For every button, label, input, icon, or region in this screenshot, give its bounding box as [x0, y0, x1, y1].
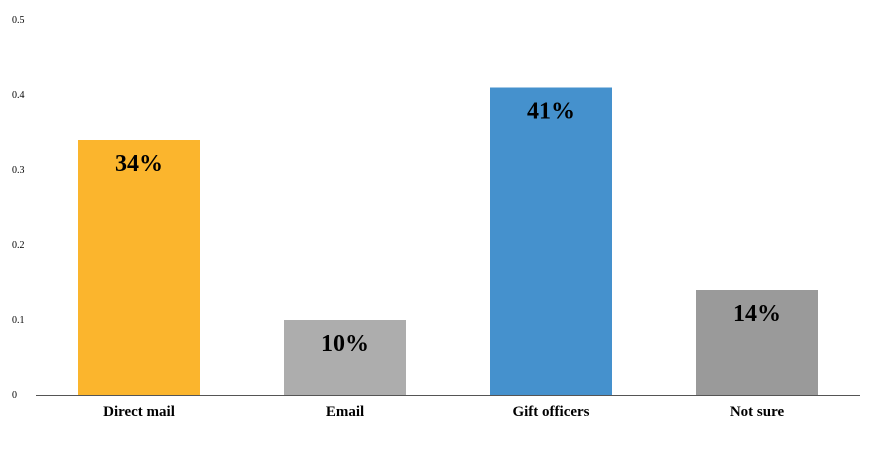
data-label: 14% [733, 301, 781, 327]
y-tick-label: 0.3 [12, 165, 25, 176]
x-axis-ticks: Direct mail Email Gift officers Not sure [103, 404, 784, 420]
bar-not-sure [696, 290, 818, 395]
x-tick-label: Not sure [730, 404, 785, 420]
x-tick-label: Gift officers [512, 404, 589, 420]
y-tick-label: 0.1 [12, 315, 25, 326]
x-tick-label: Email [326, 404, 364, 420]
bar-gift-officers [490, 87, 612, 395]
bar-direct-mail [78, 140, 200, 395]
x-tick-label: Direct mail [103, 404, 175, 420]
bar-series [78, 87, 818, 395]
data-labels: 34% 10% 41% 14% [115, 99, 781, 358]
bar-email [284, 320, 406, 395]
y-axis-ticks: 0 0.1 0.2 0.3 0.4 0.5 [12, 15, 25, 401]
data-label: 41% [527, 99, 575, 125]
y-tick-label: 0 [12, 390, 17, 401]
data-label: 10% [321, 331, 369, 357]
y-tick-label: 0.5 [12, 15, 25, 26]
y-tick-label: 0.4 [12, 90, 25, 101]
y-tick-label: 0.2 [12, 240, 25, 251]
data-label: 34% [115, 151, 163, 177]
